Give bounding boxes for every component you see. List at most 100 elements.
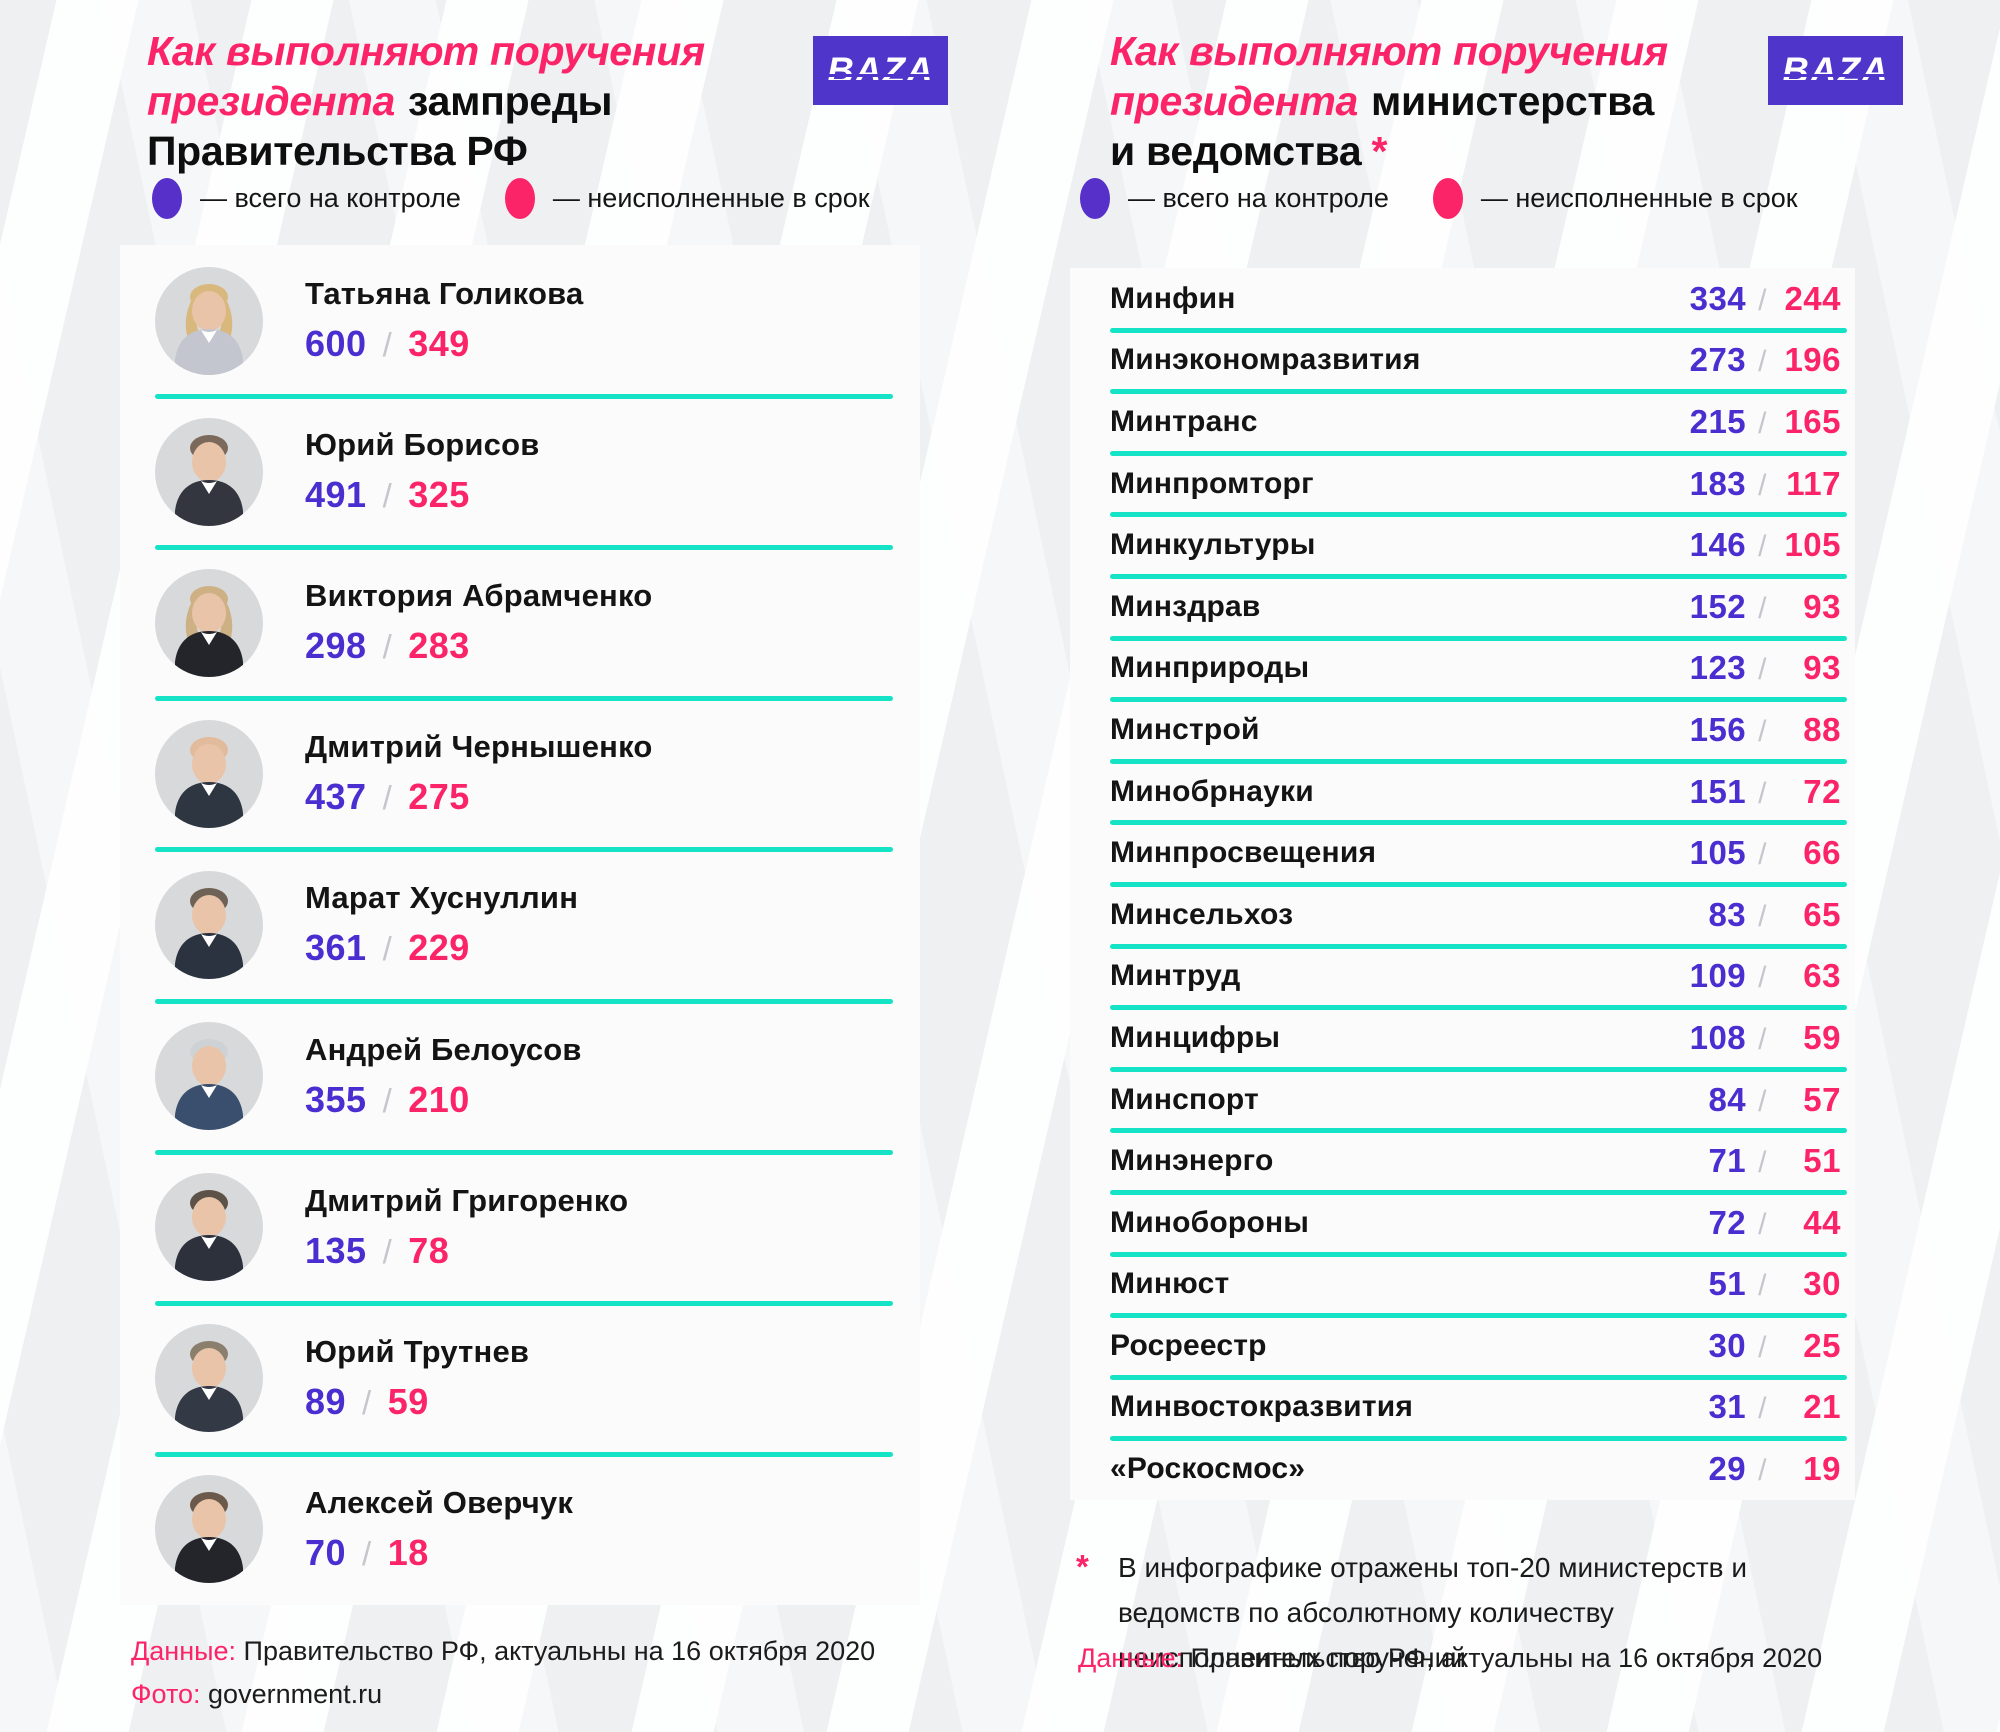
overdue-value: 21 xyxy=(1803,1388,1841,1426)
total-on-control-value: 361 xyxy=(305,927,367,969)
footnote-text: В инфографике отражены топ-20 министерст… xyxy=(1118,1552,1747,1673)
deputy-name: Андрей Белоусов xyxy=(305,1031,582,1067)
avatar xyxy=(155,1173,263,1282)
avatar xyxy=(155,1022,263,1131)
legend-total-label: — всего на контроле xyxy=(200,183,461,213)
deputy-numbers: 70 / 18 xyxy=(305,1532,573,1574)
slash-separator: / xyxy=(1758,1207,1767,1241)
slash-separator: / xyxy=(1758,653,1767,687)
ministry-numbers: 334 / 244 xyxy=(1666,280,1841,318)
total-on-control-value: 152 xyxy=(1689,587,1747,625)
avatar xyxy=(155,417,263,526)
deputy-numbers: 361 / 229 xyxy=(305,927,578,969)
photo-value: government.ru xyxy=(200,1679,383,1709)
ministry-numbers: 273 / 196 xyxy=(1666,341,1841,379)
overdue-value: 229 xyxy=(408,927,470,969)
overdue-value: 63 xyxy=(1803,957,1841,995)
total-on-control-value: 123 xyxy=(1689,649,1747,687)
ministry-name: Минпромторг xyxy=(1110,466,1314,500)
total-on-control-value: 105 xyxy=(1689,834,1747,872)
ministry-numbers: 29 / 19 xyxy=(1666,1450,1841,1488)
total-on-control-value: 83 xyxy=(1708,895,1747,933)
total-on-control-value: 491 xyxy=(305,474,367,516)
legend-item-overdue: — неисполненные в срок xyxy=(1432,178,1798,219)
deputy-row: Юрий Борисов 491 / 325 xyxy=(120,394,920,547)
deputy-name: Дмитрий Чернышенко xyxy=(305,729,653,765)
overdue-value: 78 xyxy=(408,1229,450,1271)
ministry-row: Минобрнауки 151 / 72 xyxy=(1070,758,1855,823)
ministry-name: Минздрав xyxy=(1110,589,1261,623)
avatar-portrait xyxy=(175,1190,243,1282)
overdue-value: 325 xyxy=(408,474,470,516)
purple-dot-icon xyxy=(1080,178,1110,219)
overdue-value: 165 xyxy=(1784,402,1841,440)
slash-separator: / xyxy=(382,477,393,515)
right-footer: Данные: Правительство РФ, актуальны на 1… xyxy=(1078,1637,1822,1680)
purple-dot-icon xyxy=(152,178,182,219)
overdue-value: 57 xyxy=(1803,1080,1841,1118)
overdue-value: 105 xyxy=(1784,526,1841,564)
legend: — всего на контроле — неисполненные в ср… xyxy=(152,178,870,219)
total-on-control-value: 70 xyxy=(305,1531,347,1573)
deputy-info: Дмитрий Григоренко 135 / 78 xyxy=(305,1183,628,1272)
left-panel-title: Как выполняют поручения президента зампре… xyxy=(147,26,705,176)
avatar xyxy=(155,266,263,375)
overdue-value: 25 xyxy=(1803,1326,1841,1364)
title-line2-black: министерства xyxy=(1371,78,1655,124)
total-on-control-value: 273 xyxy=(1689,341,1747,379)
logo-stripes-decoration xyxy=(1782,70,1889,87)
ministry-row: Минпромторг 183 / 117 xyxy=(1070,450,1855,515)
ministry-numbers: 30 / 25 xyxy=(1666,1327,1841,1365)
ministry-row: Минсельхоз 83 / 65 xyxy=(1070,881,1855,946)
slash-separator: / xyxy=(1758,1022,1767,1056)
deputy-row: Андрей Белоусов 355 / 210 xyxy=(120,998,920,1152)
legend-total-label: — всего на контроле xyxy=(1128,183,1389,213)
total-on-control-value: 146 xyxy=(1689,526,1747,564)
ministry-numbers: 72 / 44 xyxy=(1666,1204,1841,1242)
deputy-name: Марат Хуснуллин xyxy=(305,880,579,916)
data-source-line: Данные: Правительство РФ, актуальны на 1… xyxy=(1078,1637,1822,1680)
deputy-numbers: 491 / 325 xyxy=(305,474,539,516)
deputy-info: Марат Хуснуллин 361 / 229 xyxy=(305,880,578,969)
deputies-card: Татьяна Голикова 600 / 349 xyxy=(120,245,920,1605)
ministry-name: Минвостокразвития xyxy=(1110,1390,1414,1424)
total-on-control-value: 151 xyxy=(1689,772,1747,810)
ministry-name: Минприроды xyxy=(1110,651,1310,685)
title-line3: и ведомства xyxy=(1110,128,1362,174)
avatar xyxy=(155,870,263,979)
ministry-name: Минспорт xyxy=(1110,1082,1259,1116)
avatar-portrait xyxy=(175,887,243,979)
overdue-value: 88 xyxy=(1803,710,1841,748)
ministry-numbers: 71 / 51 xyxy=(1666,1142,1841,1180)
photo-label: Фото: xyxy=(131,1679,201,1709)
overdue-value: 93 xyxy=(1803,649,1841,687)
footnote-asterisk: * xyxy=(1076,1548,1089,1585)
ministry-name: Минцифры xyxy=(1110,1020,1281,1054)
total-on-control-value: 71 xyxy=(1708,1142,1747,1180)
avatar-portrait xyxy=(175,434,243,526)
slash-separator: / xyxy=(382,1232,393,1270)
title-line3: Правительства РФ xyxy=(147,128,528,174)
deputy-numbers: 298 / 283 xyxy=(305,625,652,667)
overdue-value: 59 xyxy=(387,1380,429,1422)
deputy-numbers: 135 / 78 xyxy=(305,1230,628,1272)
right-panel-title: Как выполняют поручения президента минист… xyxy=(1110,26,1668,176)
slash-separator: / xyxy=(382,930,393,968)
slash-separator: / xyxy=(1758,591,1767,625)
total-on-control-value: 29 xyxy=(1708,1450,1747,1488)
overdue-value: 30 xyxy=(1803,1265,1841,1303)
ministry-numbers: 108 / 59 xyxy=(1666,1019,1841,1057)
total-on-control-value: 89 xyxy=(305,1380,347,1422)
overdue-value: 44 xyxy=(1803,1203,1841,1241)
slash-separator: / xyxy=(382,779,393,817)
title-line2-pink: президента xyxy=(147,78,396,124)
title-asterisk: * xyxy=(1371,128,1388,174)
ministry-row: Росреестр 30 / 25 xyxy=(1070,1313,1855,1377)
overdue-value: 19 xyxy=(1803,1450,1841,1488)
slash-separator: / xyxy=(1758,1454,1767,1488)
baza-logo: BAZA xyxy=(813,36,948,105)
total-on-control-value: 31 xyxy=(1708,1388,1747,1426)
data-source-line: Данные: Правительство РФ, актуальны на 1… xyxy=(131,1630,875,1673)
ministry-row: Минстрой 156 / 88 xyxy=(1070,697,1855,761)
data-label: Данные: xyxy=(131,1636,237,1666)
